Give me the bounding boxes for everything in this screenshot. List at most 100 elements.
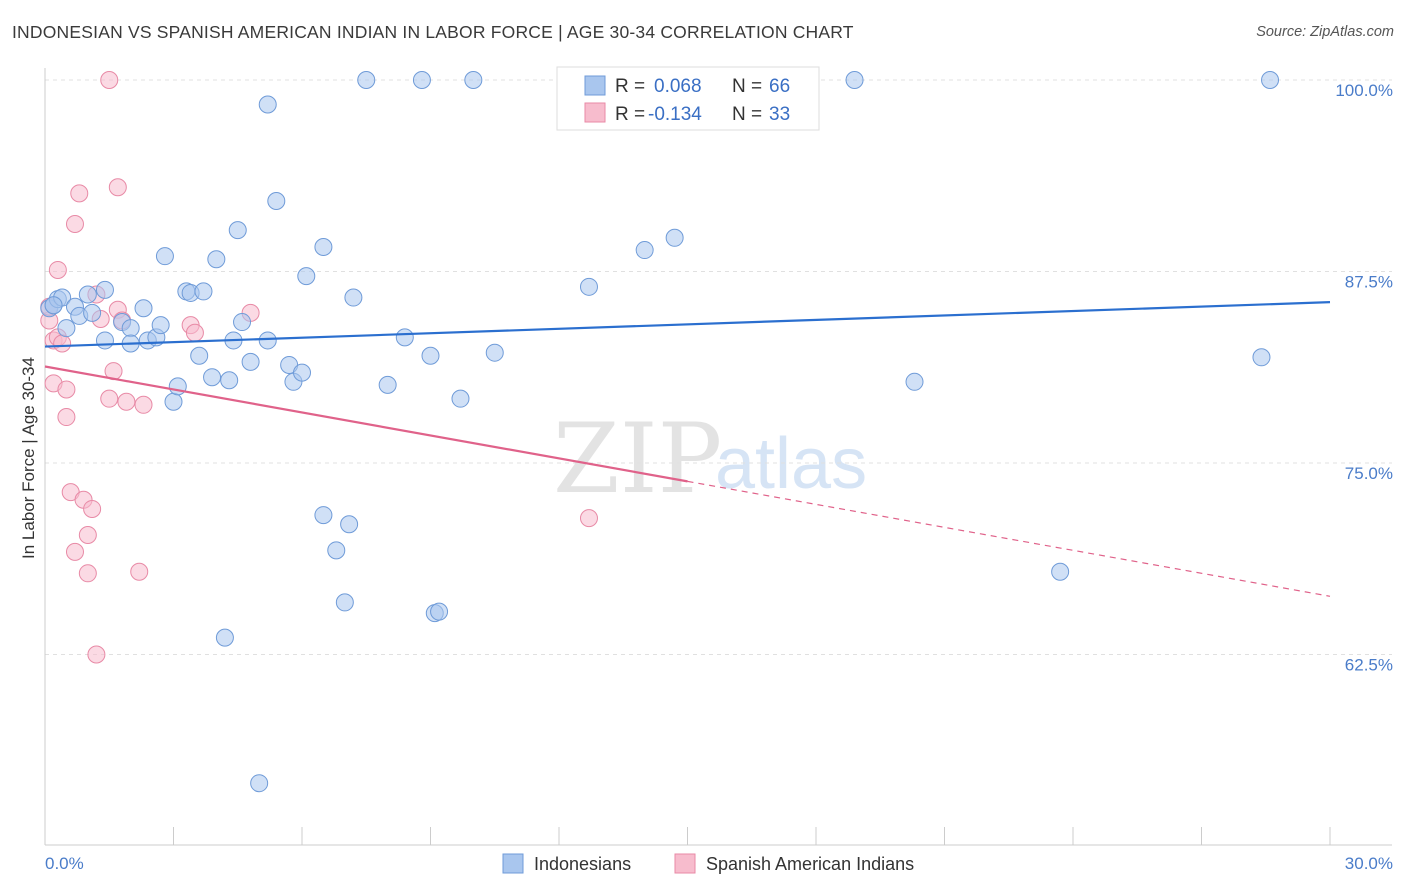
indonesian-point <box>665 228 684 247</box>
y-axis-label: In Labor Force | Age 30-34 <box>19 357 38 559</box>
spanish-point <box>65 542 84 561</box>
indonesian-point <box>190 346 209 365</box>
spanish-trend-line <box>44 365 688 483</box>
indonesian-point <box>845 71 864 89</box>
indonesian-point <box>207 250 226 269</box>
spanish-point <box>48 260 67 279</box>
legend-n-label-spanish: N = <box>732 104 762 125</box>
indonesian-point <box>464 71 483 89</box>
legend-n-label-indonesians: N = <box>732 76 762 97</box>
indonesian-point <box>155 247 174 266</box>
watermark-zip: ZIP <box>553 403 722 515</box>
indonesian-point <box>395 328 414 347</box>
spanish-point <box>108 178 127 197</box>
bottom-legend-swatch-spanish <box>674 853 696 874</box>
legend-swatch-spanish <box>584 102 606 123</box>
y-tick-label: 100.0% <box>1335 81 1393 100</box>
indonesian-point <box>340 515 359 534</box>
spanish-point <box>53 334 72 353</box>
legend-r-label-indonesians: R = <box>615 76 645 97</box>
indonesian-point <box>314 506 333 525</box>
indonesian-point <box>57 319 76 338</box>
indonesian-point <box>121 319 140 338</box>
indonesian-point <box>151 316 170 335</box>
indonesian-point <box>241 352 260 371</box>
legend-box: R = 0.068 N = 66 R = -0.134 N = 33 <box>556 66 820 131</box>
indonesian-point <box>233 313 252 332</box>
spanish-trend-line-extension <box>687 480 1331 597</box>
spanish-point <box>78 564 97 583</box>
indonesian-point <box>421 346 440 365</box>
axes <box>44 68 1392 846</box>
indonesian-point <box>134 299 153 318</box>
indonesian-point <box>164 392 183 411</box>
indonesian-point <box>258 95 277 114</box>
spanish-points <box>40 71 598 664</box>
spanish-point <box>87 645 106 664</box>
indonesian-point <box>335 593 354 612</box>
x-tick-label: 0.0% <box>45 854 84 873</box>
spanish-point <box>78 526 97 545</box>
indonesian-point <box>267 192 286 211</box>
x-tick-label: 30.0% <box>1345 854 1393 873</box>
trend-lines <box>44 301 1331 597</box>
spanish-point <box>83 499 102 518</box>
indonesian-point <box>250 774 269 793</box>
indonesian-point <box>485 343 504 362</box>
indonesian-point <box>228 221 247 240</box>
indonesian-point <box>327 541 346 560</box>
spanish-point <box>57 380 76 399</box>
indonesian-point <box>293 363 311 382</box>
legend-r-value-spanish: -0.134 <box>648 104 702 125</box>
spanish-point <box>579 509 598 528</box>
spanish-point <box>100 71 119 89</box>
source-label: Source: ZipAtlas.com <box>1256 24 1394 40</box>
spanish-point <box>57 408 76 427</box>
legend-n-value-spanish: 33 <box>769 104 790 125</box>
bottom-legend-label-spanish: Spanish American Indians <box>706 854 914 874</box>
indonesian-point <box>430 602 449 621</box>
y-tick-label: 62.5% <box>1345 656 1393 675</box>
spanish-point <box>185 323 204 342</box>
indonesian-point <box>357 71 376 89</box>
spanish-point <box>70 184 89 203</box>
watermark: ZIP atlas <box>553 403 867 515</box>
watermark-atlas: atlas <box>715 424 867 504</box>
indonesian-point <box>1051 562 1070 581</box>
indonesian-point <box>220 371 239 390</box>
y-tick-labels: 62.5% 75.0% 87.5% 100.0% <box>1335 81 1393 675</box>
spanish-point <box>100 389 119 408</box>
indonesian-point <box>1252 348 1271 367</box>
bottom-legend-label-indonesians: Indonesians <box>534 854 631 874</box>
indonesian-point <box>215 628 234 647</box>
spanish-point <box>134 395 153 414</box>
indonesian-point <box>258 331 277 350</box>
indonesian-point <box>78 285 97 304</box>
spanish-point <box>117 392 136 411</box>
indonesian-point <box>95 331 114 350</box>
indonesian-point <box>1261 71 1280 89</box>
legend-n-value-indonesians: 66 <box>769 76 790 97</box>
legend-swatch-indonesians <box>584 75 606 96</box>
indonesian-point <box>579 277 598 296</box>
indonesian-point <box>44 296 63 315</box>
indonesian-point <box>95 280 114 299</box>
spanish-point <box>65 215 84 234</box>
y-tick-label: 87.5% <box>1345 273 1393 292</box>
indonesian-point <box>412 71 431 89</box>
indonesian-point <box>378 375 397 394</box>
indonesian-point <box>905 372 924 391</box>
indonesian-point <box>297 267 316 286</box>
indonesian-point <box>635 241 654 260</box>
bottom-legend: Indonesians Spanish American Indians <box>502 853 914 874</box>
chart-title: INDONESIAN VS SPANISH AMERICAN INDIAN IN… <box>12 22 854 42</box>
indonesian-point <box>194 282 213 301</box>
indonesian-point <box>203 368 222 387</box>
legend-r-value-indonesians: 0.068 <box>654 76 702 97</box>
legend-r-label-spanish: R = <box>615 104 645 125</box>
indonesian-point <box>344 288 363 307</box>
y-tick-label: 75.0% <box>1345 464 1393 483</box>
bottom-legend-swatch-indonesians <box>502 853 524 874</box>
indonesian-trend-line <box>44 301 1331 348</box>
